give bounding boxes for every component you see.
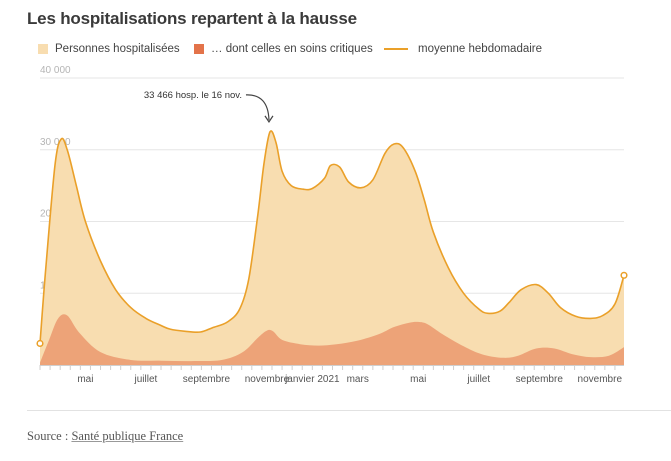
x-tick-label-5: mars xyxy=(347,374,369,385)
x-tick-label-3: novembre xyxy=(245,374,290,385)
legend-swatch-soins-critiques xyxy=(194,44,204,54)
highlight-point-0 xyxy=(36,339,44,348)
annotation-arrow xyxy=(245,94,270,120)
source-line: Source : Santé publique France xyxy=(27,429,183,444)
y-tick-label: 40 000 xyxy=(40,65,71,76)
highlight-point-1 xyxy=(620,271,628,279)
chart-title: Les hospitalisations repartent à la haus… xyxy=(27,9,357,28)
area-hospitalises xyxy=(40,130,624,365)
x-tick-label-1: juillet xyxy=(134,374,158,385)
x-tick-label-6: mai xyxy=(410,374,426,385)
x-tick-label-0: mai xyxy=(77,374,93,385)
source-prefix: Source : xyxy=(27,429,72,443)
x-tick-label-2: septembre xyxy=(183,374,231,385)
x-tick-label-7: juillet xyxy=(466,374,490,385)
line-moyenne xyxy=(39,130,625,344)
legend-swatch-hospitalises xyxy=(38,44,48,54)
annotation-arrowhead xyxy=(264,115,274,123)
annotation-label: 33 466 hosp. le 16 nov. xyxy=(144,90,242,101)
legend-swatch-moyenne xyxy=(384,48,408,50)
y-tick-label: 30 000 xyxy=(40,137,71,148)
footer-divider xyxy=(27,410,671,411)
area-soins-critiques xyxy=(40,314,624,365)
x-tick-label-4: janvier 2021 xyxy=(284,374,340,385)
legend-label-moyenne: moyenne hebdomadaire xyxy=(418,43,543,55)
source-link[interactable]: Santé publique France xyxy=(71,429,184,443)
x-tick-label-9: novembre xyxy=(578,374,623,385)
x-tick-label-8: septembre xyxy=(516,374,564,385)
legend-label-soins-critiques: … dont celles en soins critiques xyxy=(211,43,373,55)
legend-item-soins-critiques: … dont celles en soins critiques xyxy=(194,43,373,55)
legend-label-hospitalises: Personnes hospitalisées xyxy=(55,43,180,55)
legend-item-moyenne: moyenne hebdomadaire xyxy=(384,43,542,55)
legend-item-hospitalises: Personnes hospitalisées xyxy=(38,43,180,55)
